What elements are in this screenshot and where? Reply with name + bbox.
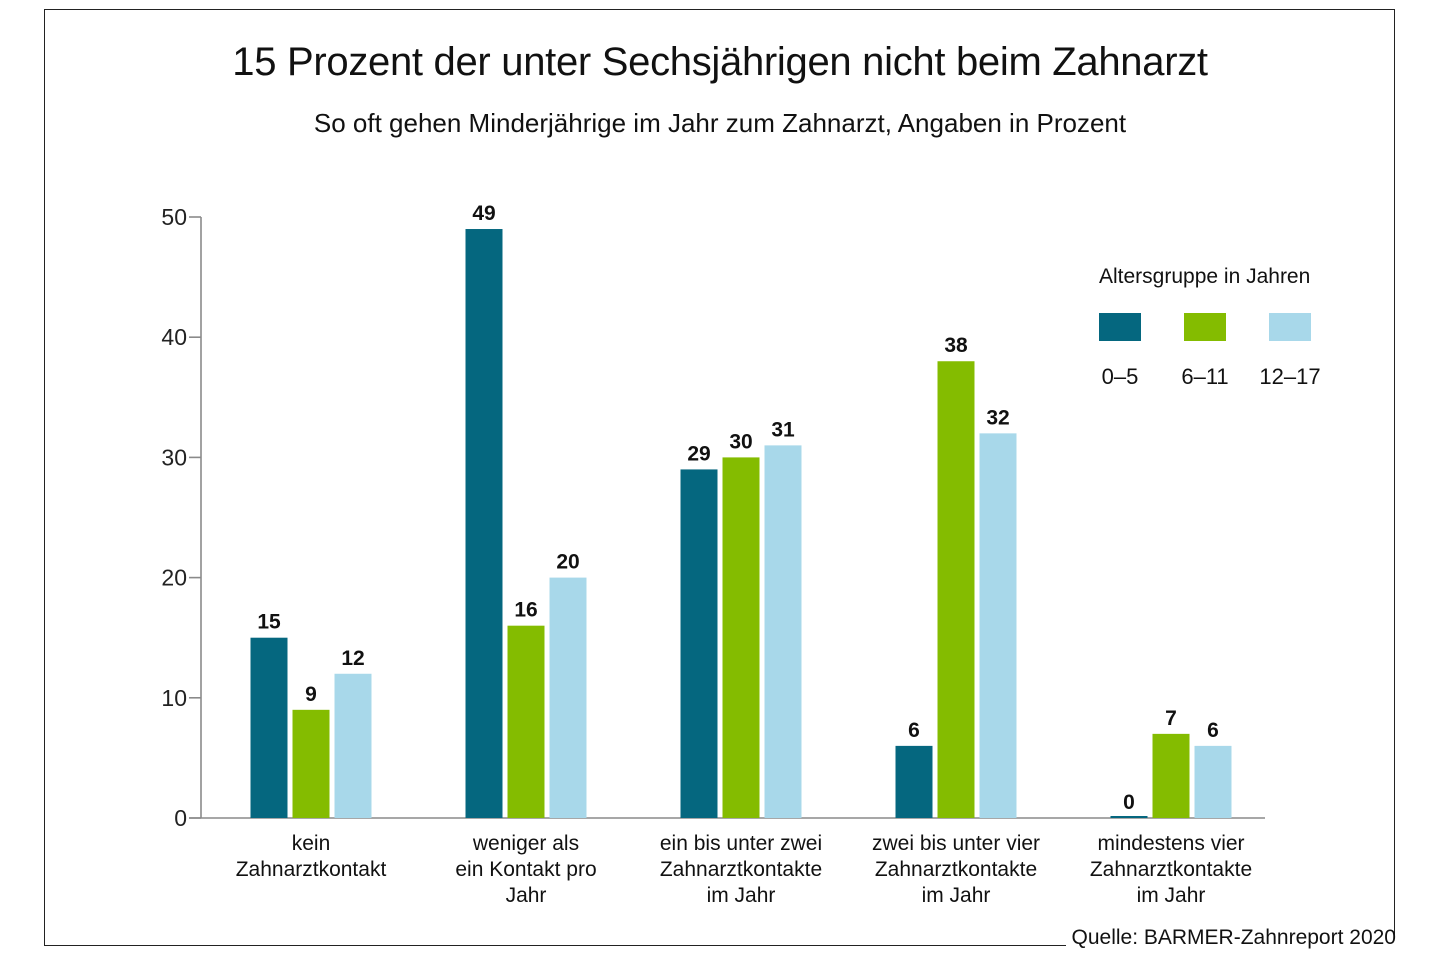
source-note: Quelle: BARMER-Zahnreport 2020 — [1071, 926, 1397, 949]
legend-label: 12–17 — [1259, 364, 1320, 389]
y-tick-label: 50 — [161, 204, 187, 230]
bar-value-label: 20 — [556, 551, 579, 574]
x-category-label: Zahnarztkontakte — [1090, 858, 1252, 881]
legend-label: 6–11 — [1181, 364, 1228, 389]
x-category-label: weniger als — [472, 832, 579, 855]
bar — [1152, 733, 1190, 818]
x-category-label: kein — [292, 832, 331, 855]
bar-value-label: 31 — [771, 418, 795, 441]
bar-value-label: 0 — [1123, 791, 1135, 814]
bar-value-label: 9 — [305, 683, 317, 706]
y-tick-label: 30 — [161, 444, 187, 470]
chart-frame — [44, 9, 1395, 946]
x-category-label: ein Kontakt pro — [455, 858, 596, 881]
bar — [549, 577, 587, 818]
frame-gap — [1066, 938, 1406, 952]
bar — [722, 457, 760, 818]
chart-title: 15 Prozent der unter Sechsjährigen nicht… — [232, 40, 1208, 84]
x-category-label: im Jahr — [707, 884, 776, 907]
bar-value-label: 49 — [472, 202, 495, 225]
bar — [465, 229, 503, 818]
x-category-label: mindestens vier — [1097, 832, 1244, 855]
bar — [334, 673, 372, 818]
x-category-label: Zahnarztkontakte — [875, 858, 1037, 881]
bar-value-label: 6 — [1207, 719, 1219, 742]
bar — [1110, 816, 1148, 818]
bar — [979, 433, 1017, 818]
bar-value-label: 38 — [944, 334, 968, 357]
bar-value-label: 16 — [514, 599, 537, 622]
bar-value-label: 6 — [908, 719, 920, 742]
bar-value-label: 29 — [687, 442, 710, 465]
y-tick-label: 20 — [161, 565, 187, 591]
bar — [937, 361, 975, 818]
legend-title: Altersgruppe in Jahren — [1099, 265, 1310, 288]
x-category-label: im Jahr — [922, 884, 991, 907]
bar-value-label: 12 — [341, 647, 364, 670]
x-category-label: Jahr — [506, 884, 547, 907]
bar-value-label: 30 — [729, 430, 752, 453]
bar — [895, 745, 933, 818]
x-category-label: Zahnarztkontakt — [236, 858, 387, 881]
bar-value-label: 15 — [257, 611, 281, 634]
legend-swatch — [1099, 313, 1141, 341]
bar-value-label: 7 — [1165, 707, 1177, 730]
x-category-label: zwei bis unter vier — [872, 832, 1040, 855]
bar-value-label: 32 — [986, 406, 1009, 429]
legend-swatch — [1184, 313, 1226, 341]
chart-subtitle: So oft gehen Minderjährige im Jahr zum Z… — [313, 108, 1127, 138]
x-category-label: im Jahr — [1137, 884, 1206, 907]
bar — [1194, 745, 1232, 818]
legend-swatch — [1269, 313, 1311, 341]
x-category-label: Zahnarztkontakte — [660, 858, 822, 881]
bar — [764, 445, 802, 818]
bar — [507, 625, 545, 818]
y-tick-label: 10 — [161, 685, 187, 711]
bar — [680, 469, 718, 818]
bar — [250, 637, 288, 818]
x-category-label: ein bis unter zwei — [660, 832, 822, 855]
bar — [292, 709, 330, 818]
legend-label: 0–5 — [1102, 364, 1139, 389]
y-tick-label: 40 — [161, 324, 187, 350]
y-tick-label: 0 — [174, 805, 187, 831]
